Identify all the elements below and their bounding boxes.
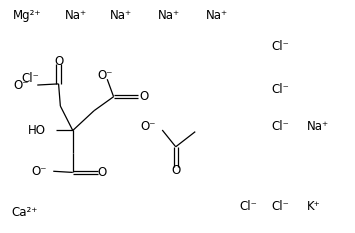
Text: HO: HO	[28, 124, 46, 137]
Text: Cl⁻: Cl⁻	[272, 83, 289, 96]
Text: K⁺: K⁺	[307, 200, 321, 213]
Text: O: O	[54, 55, 63, 68]
Text: O⁻: O⁻	[141, 120, 156, 134]
Text: Ca²⁺: Ca²⁺	[11, 206, 37, 219]
Text: Na⁺: Na⁺	[206, 9, 228, 22]
Text: Na⁺: Na⁺	[110, 9, 132, 22]
Text: Na⁺: Na⁺	[307, 120, 329, 134]
Text: Na⁺: Na⁺	[65, 9, 87, 22]
Text: O⁻: O⁻	[13, 79, 28, 92]
Text: O: O	[97, 166, 106, 179]
Text: O⁻: O⁻	[97, 69, 113, 82]
Text: Mg²⁺: Mg²⁺	[12, 9, 41, 22]
Text: O: O	[171, 164, 180, 177]
Text: Cl⁻: Cl⁻	[272, 120, 289, 134]
Text: O: O	[139, 90, 148, 103]
Text: Cl⁻: Cl⁻	[240, 200, 257, 213]
Text: Na⁺: Na⁺	[158, 9, 180, 22]
Text: O⁻: O⁻	[32, 165, 47, 178]
Text: Cl⁻: Cl⁻	[272, 200, 289, 213]
Text: Cl⁻: Cl⁻	[21, 72, 39, 85]
Text: Cl⁻: Cl⁻	[272, 40, 289, 53]
